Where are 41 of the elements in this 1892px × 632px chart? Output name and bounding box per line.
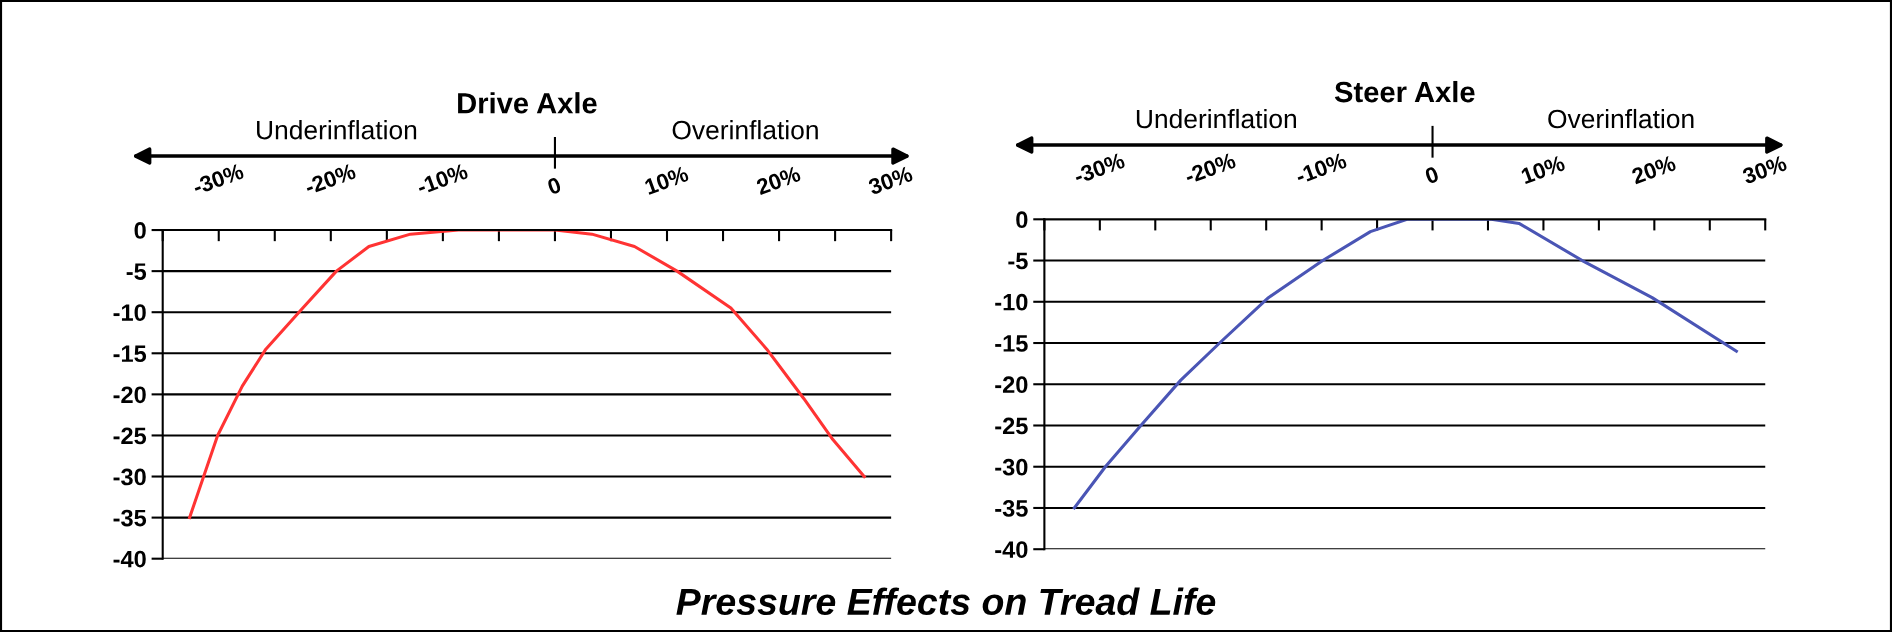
x-tick-label: 30%	[867, 165, 914, 196]
line-series	[1072, 219, 1738, 510]
text: Overinflation	[1548, 108, 1694, 129]
x-tick-label: 20%	[755, 165, 802, 196]
y-tick-label: -20	[995, 376, 1028, 394]
x-tick-label: -30%	[1072, 152, 1126, 185]
x-tick-label: 20%	[1630, 154, 1677, 185]
x-tick-label: -10%	[415, 163, 469, 196]
line-series	[188, 230, 866, 520]
y-tick-label: -15	[995, 335, 1028, 352]
y-tick-label: -25	[995, 417, 1028, 435]
x-tick-label: 0	[1424, 165, 1440, 185]
y-tick-label: -25	[113, 427, 147, 445]
text: Underinflation	[1136, 108, 1296, 129]
x-tick-label: -30%	[191, 163, 245, 196]
x-tick-label: -10%	[1294, 152, 1348, 185]
y-tick-label: -35	[995, 500, 1028, 517]
y-tick-label: -40	[113, 550, 146, 568]
x-tick-label: 0	[546, 176, 562, 196]
text: Pressure Effects on Tread Life	[676, 587, 1216, 616]
x-tick-label: 10%	[644, 165, 690, 195]
y-tick-label: -15	[113, 345, 147, 363]
x-tick-label: 10%	[1520, 154, 1566, 185]
y-tick-label: -30	[113, 468, 146, 486]
y-tick-label: -35	[113, 509, 147, 527]
x-tick-label: -20%	[1183, 152, 1237, 185]
chart-title: Steer Axle	[1334, 80, 1475, 103]
y-tick-label: 0	[1016, 211, 1028, 229]
y-tick-label: -10	[113, 304, 146, 321]
x-tick-label: 30%	[1741, 154, 1788, 185]
y-tick-label: -5	[1008, 252, 1028, 270]
text: Underinflation	[257, 120, 417, 140]
y-tick-label: -40	[995, 541, 1028, 558]
y-tick-label: 0	[134, 222, 146, 239]
chart-title: Drive Axle	[458, 92, 597, 114]
x-tick-label: -20%	[303, 163, 357, 196]
y-tick-label: -30	[995, 458, 1028, 476]
y-tick-label: -5	[126, 263, 147, 280]
text: Overinflation	[672, 120, 818, 140]
y-tick-label: -10	[995, 293, 1028, 311]
y-tick-label: -20	[113, 386, 146, 404]
